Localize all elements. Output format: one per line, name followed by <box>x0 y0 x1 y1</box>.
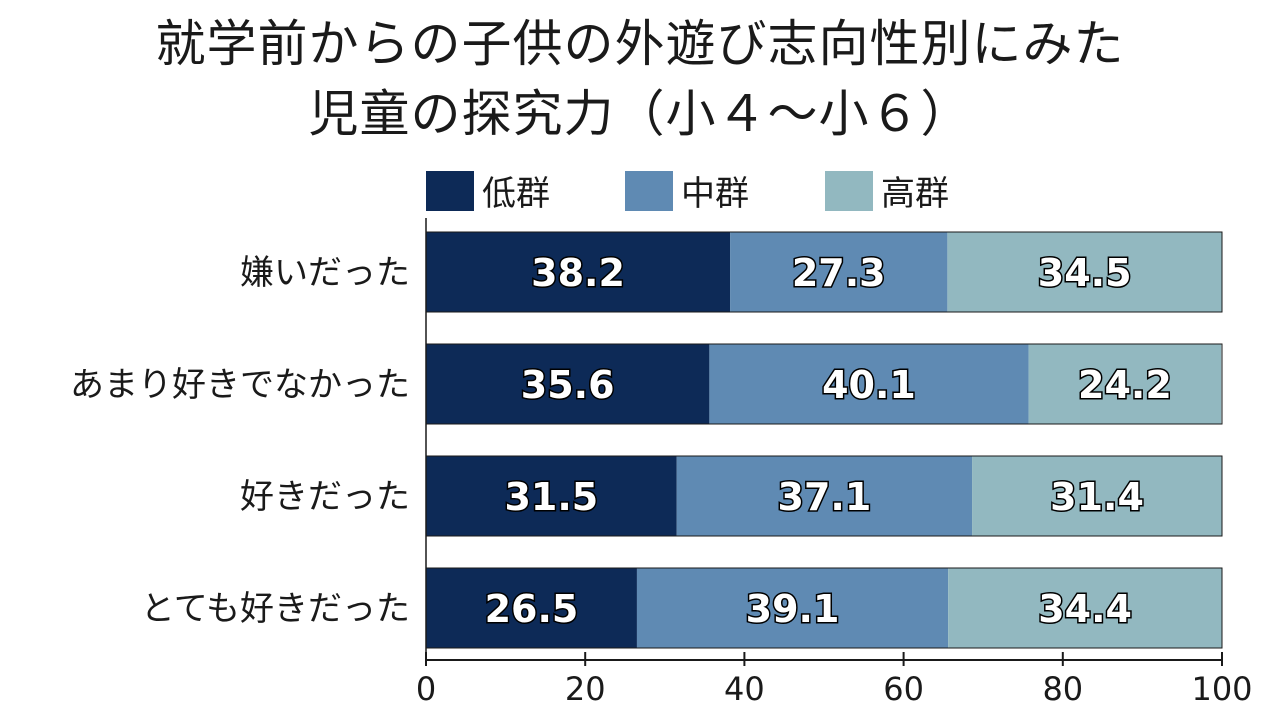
bar-2-1 <box>426 344 710 424</box>
bar-4-3 <box>948 568 1222 648</box>
data-label-2-2: 40.1 <box>822 363 916 407</box>
bar-1-2 <box>730 232 948 312</box>
data-label-2-3: 24.2 <box>1078 363 1172 407</box>
x-tick-label-6: 100 <box>1191 670 1252 708</box>
data-label-1-2: 27.3 <box>792 251 886 295</box>
x-tick-label-3: 40 <box>724 670 765 708</box>
bar-4-1 <box>426 568 637 648</box>
bar-3-1 <box>426 456 677 536</box>
category-label-4: とても好きだった <box>141 589 410 629</box>
data-label-1-1: 38.2 <box>531 251 625 295</box>
x-tick-label-2: 20 <box>565 670 606 708</box>
data-label-3-1: 31.5 <box>504 475 598 519</box>
data-label-3-3: 31.4 <box>1050 475 1144 519</box>
bar-2-3 <box>1028 344 1222 424</box>
data-label-2-1: 35.6 <box>521 363 615 407</box>
data-label-4-3: 34.4 <box>1038 587 1132 631</box>
category-label-3: 好きだった <box>240 477 410 517</box>
legend-label-2: 中群 <box>681 174 749 214</box>
chart-title-line-1: 就学前からの子供の外遊び志向性別にみた <box>155 15 1125 73</box>
x-tick-label-1: 0 <box>416 670 436 708</box>
data-label-4-2: 39.1 <box>746 587 840 631</box>
bar-3-3 <box>972 456 1222 536</box>
bar-3-2 <box>676 456 973 536</box>
legend-label-1: 低群 <box>482 174 550 214</box>
legend-label-3: 高群 <box>881 174 949 214</box>
bar-2-2 <box>709 344 1029 424</box>
legend-swatch-2 <box>625 171 673 211</box>
x-tick-label-4: 60 <box>883 670 924 708</box>
x-tick-label-5: 80 <box>1042 670 1083 708</box>
legend-swatch-1 <box>426 171 474 211</box>
category-label-2: あまり好きでなかった <box>70 365 410 405</box>
category-label-1: 嫌いだった <box>240 253 410 293</box>
data-label-4-1: 26.5 <box>485 587 579 631</box>
bar-1-3 <box>947 232 1222 312</box>
chart-title-line-2: 児童の探究力（小４～小６） <box>308 85 972 143</box>
bar-4-2 <box>636 568 949 648</box>
bar-1-1 <box>426 232 731 312</box>
data-label-1-3: 34.5 <box>1038 251 1132 295</box>
data-label-3-2: 37.1 <box>778 475 872 519</box>
legend-swatch-3 <box>825 171 873 211</box>
